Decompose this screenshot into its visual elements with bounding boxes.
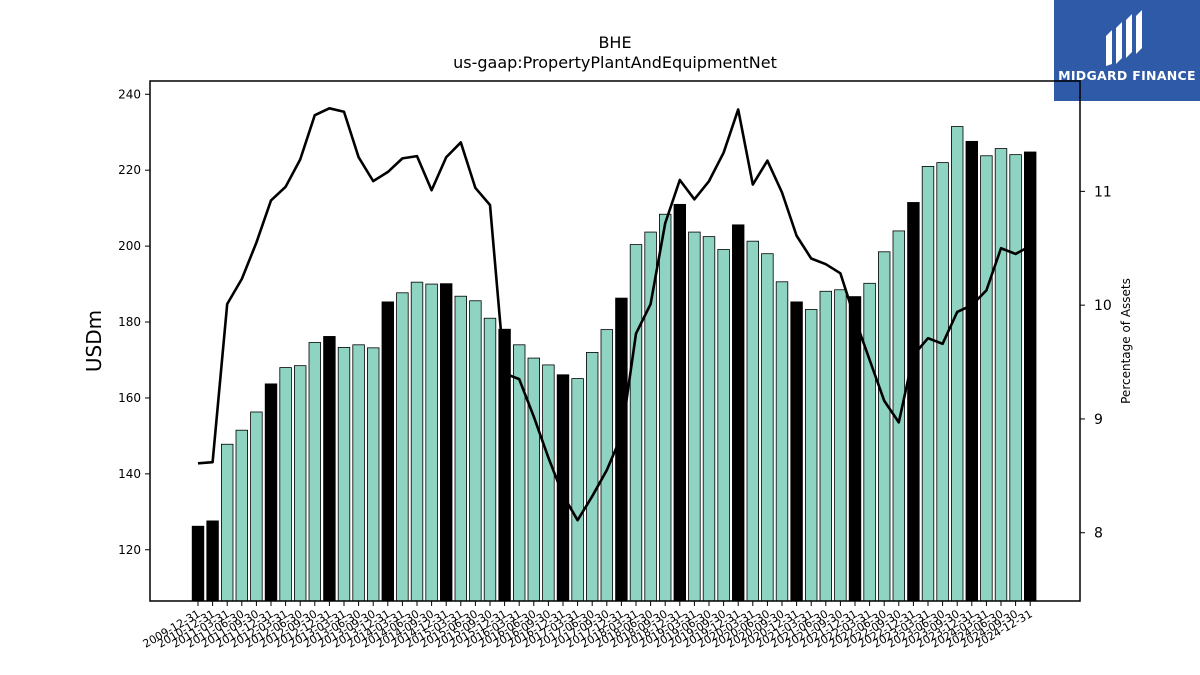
chart-title: BHE xyxy=(598,33,631,52)
bar-2021-12-31 xyxy=(848,296,862,602)
bar-2011-09-30 xyxy=(250,411,263,602)
bar-2014-09-30 xyxy=(425,283,438,602)
bar-2011-12-31 xyxy=(264,383,278,602)
bar-2015-06-30 xyxy=(469,300,482,602)
bar-2015-09-30 xyxy=(483,317,497,602)
bar-2024-12-31 xyxy=(1024,151,1037,602)
y-tick-label: 180 xyxy=(118,315,141,329)
bar-2024-03-31 xyxy=(980,155,993,602)
bar-2023-09-30 xyxy=(951,126,964,602)
y2-tick-label: 8 xyxy=(1094,526,1103,542)
y2-axis-label: Percentage of Assets xyxy=(1119,278,1133,404)
bar-2020-09-30 xyxy=(775,281,789,602)
y-tick-label: 140 xyxy=(118,467,141,481)
bar-2014-06-30 xyxy=(410,281,424,602)
chart-subtitle: us-gaap:PropertyPlantAndEquipmentNet xyxy=(453,53,777,72)
bar-2018-09-30 xyxy=(659,213,672,602)
bar-2017-12-31 xyxy=(615,297,628,602)
percentage-of-assets-line xyxy=(197,107,1031,522)
y-tick-label: 220 xyxy=(118,163,141,177)
y-tick-label: 160 xyxy=(118,391,141,405)
bar-2017-03-31 xyxy=(571,378,584,602)
bar-2023-12-31 xyxy=(965,140,979,602)
bar-2018-03-31 xyxy=(629,244,643,602)
bar-2011-03-31 xyxy=(220,443,234,602)
bar-2017-06-30 xyxy=(586,351,599,602)
y2-tick-label: 11 xyxy=(1094,184,1112,200)
bar-2024-09-30 xyxy=(1009,154,1022,602)
y2-tick-label: 10 xyxy=(1094,298,1112,314)
brand-logo: MIDGARD FINANCE xyxy=(1054,0,1200,101)
bar-2012-03-31 xyxy=(279,367,292,602)
bar-2021-09-30 xyxy=(834,289,847,602)
bar-2020-06-30 xyxy=(761,253,774,602)
bar-2024-06-30 xyxy=(994,148,1008,602)
bar-2019-12-31 xyxy=(732,224,745,602)
bar-2015-03-31 xyxy=(454,295,468,602)
bar-2012-12-31 xyxy=(323,336,336,602)
bar-2016-09-30 xyxy=(542,364,555,602)
bar-2023-03-31 xyxy=(921,165,935,602)
brand-name: MIDGARD FINANCE xyxy=(1058,68,1196,83)
bar-2017-09-30 xyxy=(600,329,614,602)
bar-2011-06-30 xyxy=(235,429,249,602)
y-tick-label: 240 xyxy=(118,87,141,101)
bar-2020-03-31 xyxy=(746,240,760,602)
bar-2022-03-31 xyxy=(863,282,876,602)
bar-2010-12-31 xyxy=(206,520,219,602)
bar-2016-06-30 xyxy=(527,357,541,602)
bar-2019-09-30 xyxy=(717,249,730,602)
bar-2019-03-31 xyxy=(688,231,701,602)
y-tick-label: 200 xyxy=(118,239,141,253)
bar-2022-12-31 xyxy=(907,202,920,602)
bar-2013-06-30 xyxy=(352,344,365,602)
bar-2014-03-31 xyxy=(396,292,409,602)
bar-2019-06-30 xyxy=(702,236,716,602)
y-tick-label: 120 xyxy=(118,543,141,557)
bar-2009-12-31 xyxy=(191,525,205,602)
bar-series xyxy=(191,126,1037,602)
y-axis-label: USDm xyxy=(82,310,106,372)
midgard-logo-icon xyxy=(1106,10,1142,66)
bar-2013-09-30 xyxy=(366,347,380,602)
bar-2012-09-30 xyxy=(308,342,322,602)
bar-2021-03-31 xyxy=(805,309,818,602)
axes: 1201401601802002202408910112009-12-31201… xyxy=(118,87,1112,650)
bar-2020-12-31 xyxy=(790,301,803,602)
plot-frame xyxy=(149,80,1081,602)
bar-2013-12-31 xyxy=(381,301,395,602)
line-series xyxy=(197,107,1031,522)
bar-2023-06-30 xyxy=(936,162,949,602)
bar-2016-03-31 xyxy=(513,344,526,602)
bar-2022-06-30 xyxy=(878,251,891,602)
y2-tick-label: 9 xyxy=(1094,412,1103,428)
bar-2014-12-31 xyxy=(439,283,453,602)
bar-2013-03-31 xyxy=(337,347,351,602)
bar-2018-12-31 xyxy=(673,203,687,602)
bar-2012-06-30 xyxy=(293,365,307,602)
bar-2021-06-30 xyxy=(819,290,833,602)
